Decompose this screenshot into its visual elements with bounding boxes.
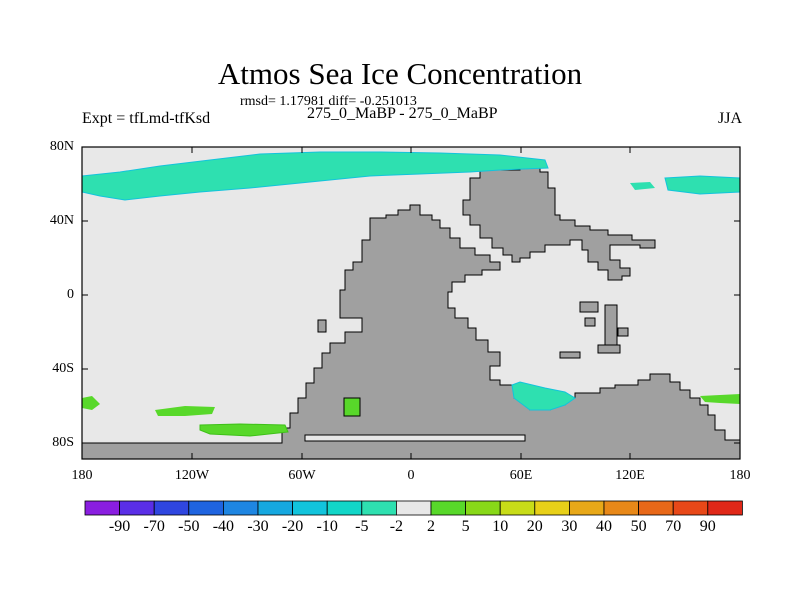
- lon-label-180w: 180: [71, 468, 93, 483]
- colorbar-swatch: [84, 500, 120, 516]
- colorbar-label: -30: [247, 518, 269, 535]
- colorbar-label: -90: [108, 518, 131, 535]
- land-island: [604, 304, 618, 346]
- ice-band-northeast: [664, 175, 741, 195]
- colorbar-swatch: [395, 500, 432, 516]
- period-label: 275_0_MaBP - 275_0_MaBP: [307, 105, 498, 122]
- land-island: [584, 317, 596, 327]
- colorbar-label: 40: [596, 518, 612, 535]
- land-island: [317, 319, 327, 333]
- experiment-label: Expt = tfLmd-tfKsd: [82, 110, 211, 127]
- map-title: Atmos Sea Ice Concentration: [217, 56, 583, 91]
- stats-text: rmsd= 1.17981 diff= -0.251013: [240, 94, 417, 109]
- colorbar-swatch: [326, 500, 363, 516]
- colorbar-swatch: [188, 500, 224, 516]
- lon-label-0: 0: [407, 468, 415, 483]
- season-label: JJA: [717, 110, 742, 127]
- lon-label-60w: 60W: [288, 468, 316, 483]
- colorbar: [84, 500, 743, 516]
- colorbar-swatch: [672, 500, 709, 516]
- ice-band-southeast-pos: [700, 394, 740, 404]
- land-island: [304, 434, 526, 442]
- colorbar-label: 20: [526, 518, 543, 535]
- ice-band-south-indian: [511, 381, 576, 411]
- colorbar-label: 5: [461, 518, 470, 535]
- colorbar-swatch: [603, 500, 639, 516]
- map-panel: [81, 146, 741, 460]
- colorbar-swatch: [257, 500, 293, 516]
- colorbar-swatch: [499, 500, 536, 516]
- lat-label-80s: 80S: [52, 435, 74, 450]
- colorbar-label: -20: [281, 518, 304, 535]
- ice-band-southwest-pos: [82, 396, 100, 410]
- ice-band-south-pacific-pos: [199, 423, 289, 437]
- colorbar-label: -50: [178, 518, 200, 535]
- colorbar-label: 50: [630, 518, 647, 535]
- lat-label-40n: 40N: [49, 213, 74, 228]
- colorbar-swatch: [569, 500, 605, 516]
- land-island: [559, 351, 581, 359]
- colorbar-label: -5: [355, 518, 369, 535]
- ice-cell-weddell: [343, 397, 361, 417]
- colorbar-label: -40: [212, 518, 235, 535]
- lon-label-60e: 60E: [509, 468, 533, 483]
- ice-band-south-pacific-pos-2: [155, 406, 215, 416]
- sea-ice-anomalies: [81, 151, 741, 437]
- colorbar-swatch: [430, 500, 466, 516]
- land-island: [597, 344, 621, 354]
- colorbar-swatch: [292, 500, 328, 516]
- colorbar-swatch: [361, 500, 397, 516]
- land-northern-continent: [462, 164, 656, 281]
- colorbar-swatch: [465, 500, 501, 516]
- land-island: [617, 327, 629, 337]
- lon-label-180e: 180: [729, 468, 751, 483]
- colorbar-label: -70: [143, 518, 165, 535]
- land-island: [579, 301, 599, 313]
- land-southern-continent: [81, 204, 741, 460]
- colorbar-swatch: [222, 500, 259, 516]
- lat-label-40s: 40S: [52, 361, 74, 376]
- colorbar-swatch: [638, 500, 674, 516]
- colorbar-label: 2: [427, 518, 435, 535]
- colorbar-swatch: [707, 500, 743, 516]
- lon-label-120e: 120E: [615, 468, 645, 483]
- ice-band-north: [81, 151, 549, 201]
- colorbar-swatch: [153, 500, 190, 516]
- colorbar-label: 30: [561, 518, 578, 535]
- lat-label-0: 0: [67, 287, 74, 302]
- colorbar-label: 90: [699, 518, 716, 535]
- lat-label-80n: 80N: [49, 139, 74, 154]
- lon-label-120w: 120W: [174, 468, 210, 483]
- colorbar-swatch: [119, 500, 155, 516]
- colorbar-label: 10: [492, 518, 509, 535]
- ice-band-northeast-small: [630, 182, 655, 190]
- colorbar-label: 70: [665, 518, 682, 535]
- land-masses: [81, 164, 741, 460]
- colorbar-label: -10: [316, 518, 338, 535]
- colorbar-label: -2: [389, 518, 404, 535]
- colorbar-swatch: [534, 500, 570, 516]
- axis-ticks: [81, 146, 741, 459]
